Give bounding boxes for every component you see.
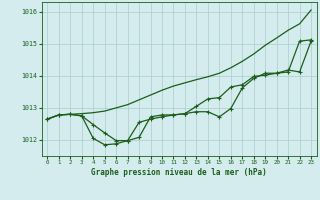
X-axis label: Graphe pression niveau de la mer (hPa): Graphe pression niveau de la mer (hPa) (91, 168, 267, 177)
